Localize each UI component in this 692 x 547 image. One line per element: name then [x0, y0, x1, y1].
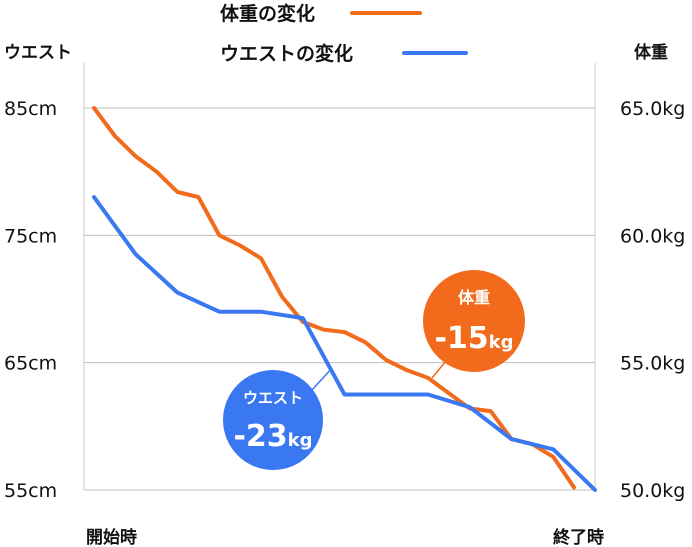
left-tick-label: 75cm	[4, 225, 57, 247]
left-tick-label: 85cm	[4, 98, 57, 120]
weight-callout-value: -15kg	[434, 321, 513, 356]
weight-callout-circle	[423, 270, 525, 372]
right-axis-title: 体重	[634, 42, 668, 63]
legend-label-waist: ウエストの変化	[220, 42, 353, 65]
waist-callout-label: ウエスト	[243, 389, 303, 407]
right-tick-label: 55.0kg	[620, 353, 685, 375]
left-tick-label: 55cm	[4, 480, 57, 502]
legend-label-weight: 体重の変化	[220, 2, 315, 25]
right-tick-label: 65.0kg	[620, 98, 685, 120]
left-axis-title: ウエスト	[4, 43, 72, 63]
left-tick-label: 65cm	[4, 353, 57, 375]
right-tick-label: 60.0kg	[620, 225, 685, 247]
x-label-start: 開始時	[86, 527, 137, 547]
x-label-end: 終了時	[553, 527, 604, 547]
weight-callout-label: 体重	[458, 288, 490, 307]
waist-series-line	[92, 195, 597, 492]
weight-series-line	[92, 106, 577, 490]
waist-callout-value: -23kg	[233, 419, 312, 454]
waist-callout-circle	[223, 370, 323, 470]
right-tick-label: 50.0kg	[620, 480, 685, 502]
waist-callout-leader	[311, 367, 333, 391]
